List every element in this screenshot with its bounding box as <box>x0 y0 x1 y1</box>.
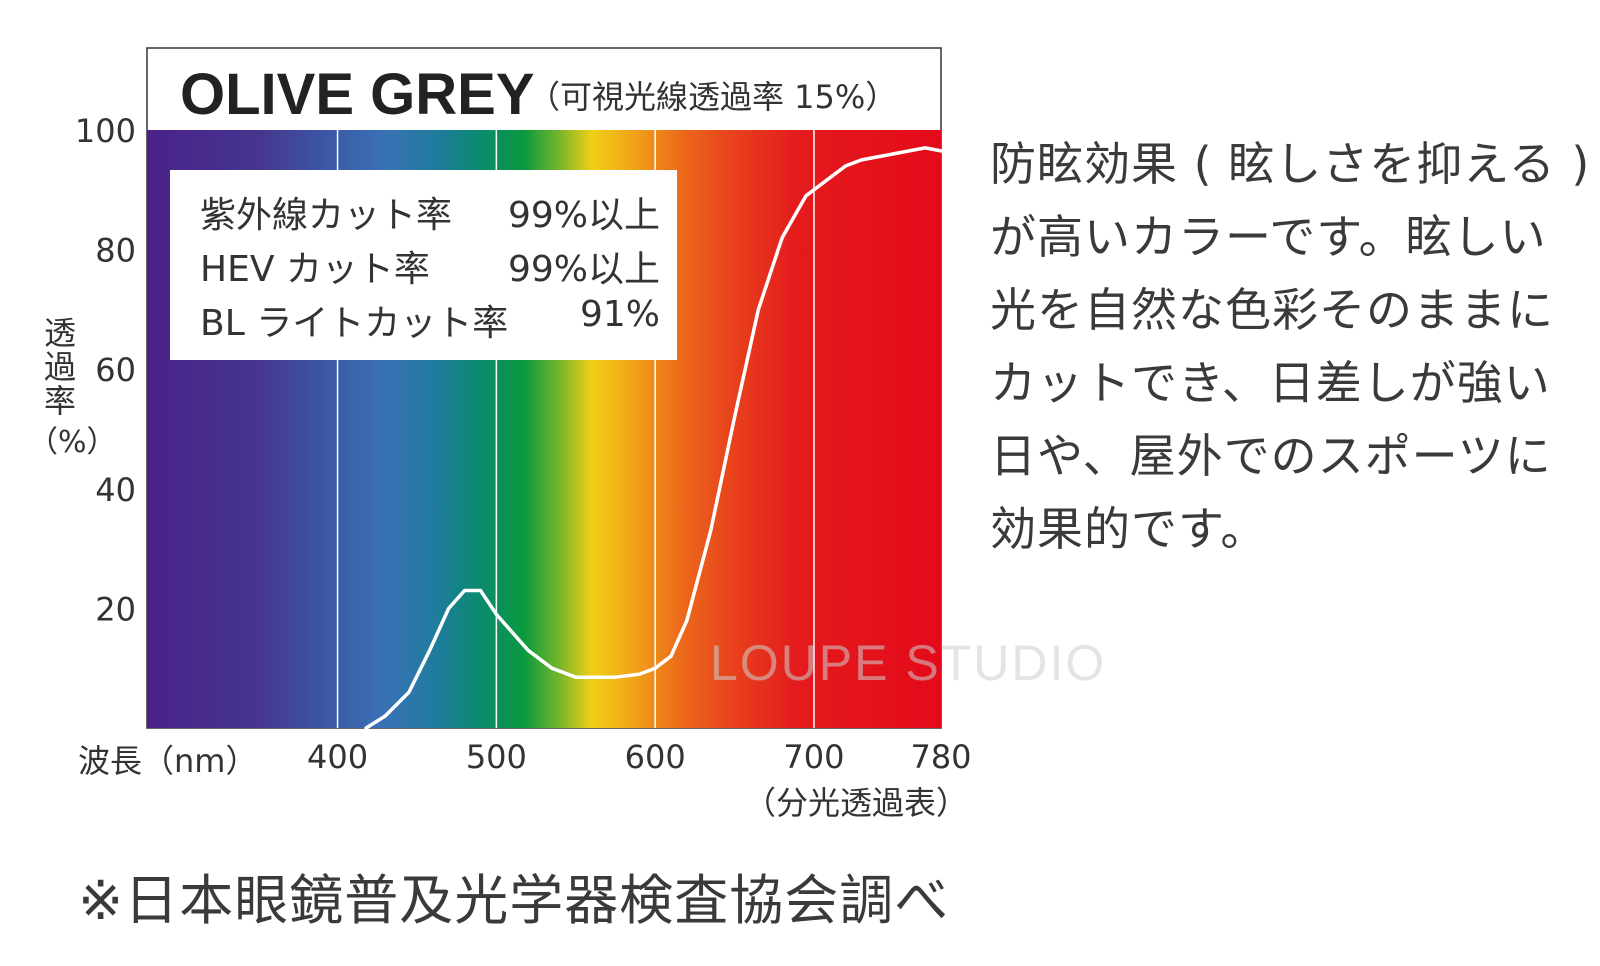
cut-row-uv: 紫外線カット率 99%以上 <box>200 186 660 236</box>
y-axis-unit: （%） <box>28 425 117 460</box>
description-line: 防眩効果 ( 眩しさを抑える ) <box>990 137 1591 191</box>
cut-label: 紫外線カット率 <box>200 195 453 236</box>
cut-value: 99%以上 <box>507 249 660 290</box>
watermark-logo: LOUPE STUDIO <box>710 635 1107 691</box>
cut-value: 99%以上 <box>507 195 660 236</box>
cut-value: 91% <box>579 294 660 335</box>
y-axis-title-char: 過 <box>43 348 76 386</box>
y-tick-label: 20 <box>95 590 136 628</box>
description-line: が高いカラーです。眩しい <box>990 210 1547 264</box>
y-axis-title-char: 透 <box>43 314 76 352</box>
description-line: 日や、屋外でのスポーツに <box>990 429 1552 483</box>
description-text: 防眩効果 ( 眩しさを抑える ) が高いカラーです。眩しい 光を自然な色彩そのま… <box>990 128 1590 566</box>
x-tick-label: 500 <box>466 738 527 776</box>
x-axis-note: （分光透過表） <box>744 784 968 822</box>
description-line: カットでき、日差しが強い <box>990 356 1551 410</box>
x-tick-label: 700 <box>783 738 844 776</box>
x-tick-label: 780 <box>910 738 971 776</box>
description-line: 光を自然な色彩そのままに <box>990 283 1554 337</box>
x-tick-label: 600 <box>625 738 686 776</box>
footnote: ※日本眼鏡普及光学器検査協会調べ <box>78 869 950 932</box>
cut-row-hev: HEV カット率 99%以上 <box>200 240 660 290</box>
chart-title: OLIVE GREY <box>180 62 535 127</box>
transmittance-line <box>364 146 943 730</box>
chart-subtitle: （可視光線透過率 15%） <box>528 78 897 116</box>
cut-label: HEV カット率 <box>200 249 430 290</box>
cut-rate-box: 紫外線カット率 99%以上 HEV カット率 99%以上 BL ライトカット率 … <box>170 170 677 360</box>
y-tick-label: 100 <box>75 112 136 150</box>
x-axis-label: 波長（nm） <box>78 742 257 780</box>
cut-row-bl: BL ライトカット率 91% <box>200 294 660 344</box>
x-tick-label: 400 <box>307 738 368 776</box>
y-tick-label: 80 <box>95 232 136 270</box>
y-tick-label: 60 <box>95 351 136 389</box>
y-axis-title-char: 率 <box>43 382 76 420</box>
cut-label: BL ライトカット率 <box>200 303 509 344</box>
description-line: 効果的です。 <box>990 502 1268 556</box>
y-tick-label: 40 <box>95 471 136 509</box>
y-axis-title: 透過率 （%） <box>28 314 117 460</box>
